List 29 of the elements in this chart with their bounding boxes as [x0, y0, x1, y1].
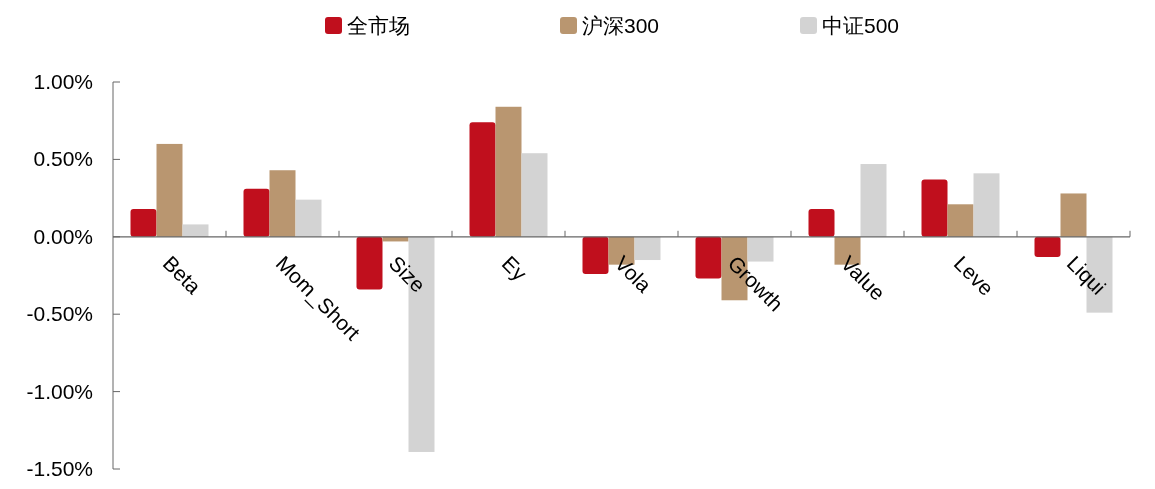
y-tick-label: -1.50% — [26, 457, 93, 480]
bar — [130, 208, 157, 237]
bar — [1060, 193, 1087, 237]
legend-label: 沪深300 — [582, 14, 660, 37]
bar — [243, 188, 270, 237]
x-tick-label: Ey — [497, 251, 532, 286]
bar — [295, 199, 322, 237]
bar — [269, 170, 296, 237]
bar — [156, 143, 183, 237]
bar — [808, 208, 835, 237]
y-tick-label: 0.00% — [33, 224, 93, 248]
bar — [1034, 236, 1061, 257]
bar — [469, 122, 496, 237]
y-tick-label: -0.50% — [26, 302, 93, 326]
bar — [182, 224, 209, 237]
bar — [495, 106, 522, 237]
bar — [695, 236, 722, 279]
x-tick-label: Size — [384, 251, 430, 297]
legend-label: 全市场 — [347, 14, 410, 37]
y-tick-label: 1.00% — [33, 70, 93, 93]
bar — [521, 153, 548, 237]
bar — [973, 173, 1000, 237]
y-tick-label: 0.50% — [33, 147, 93, 171]
bar — [582, 236, 609, 274]
bar — [921, 179, 948, 237]
y-tick-label: -1.00% — [26, 379, 93, 403]
legend-label: 中证500 — [822, 14, 900, 37]
bar — [860, 164, 887, 237]
bar — [947, 204, 974, 237]
